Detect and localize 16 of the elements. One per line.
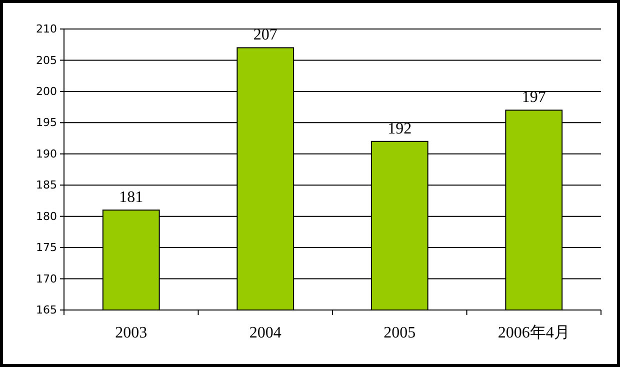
y-tick-label: 185 — [36, 178, 57, 192]
y-tick-label: 210 — [36, 22, 57, 36]
y-tick-label: 170 — [36, 272, 57, 286]
y-tick-label: 200 — [36, 84, 57, 98]
y-tick-label: 195 — [36, 116, 57, 130]
x-tick-label: 2005 — [384, 324, 416, 342]
x-tick-label: 2004 — [249, 324, 282, 342]
data-label: 181 — [119, 189, 144, 206]
y-tick-label: 175 — [36, 241, 57, 254]
data-label: 192 — [388, 120, 412, 138]
y-tick-label: 165 — [36, 304, 57, 317]
y-tick-label: 205 — [36, 54, 57, 67]
y-tick-label: 180 — [36, 210, 57, 223]
y-tick-label: 190 — [36, 147, 57, 160]
x-tick-label: 2003 — [115, 324, 148, 342]
x-tick-label: 2006年4月 — [498, 324, 570, 342]
